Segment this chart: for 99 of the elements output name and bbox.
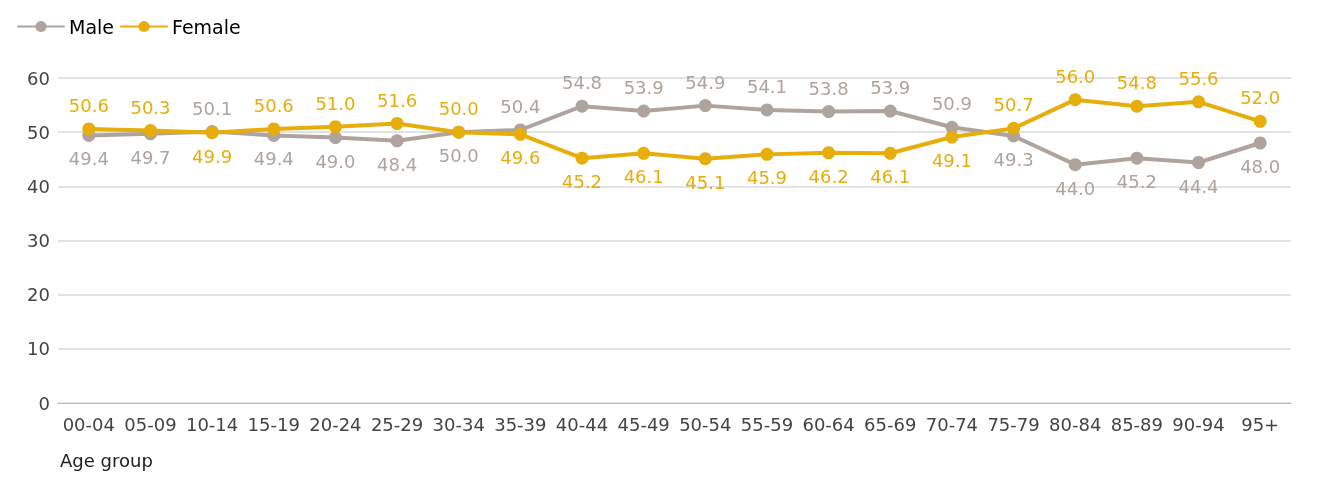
point xyxy=(883,104,897,118)
x-tick-label: 70-74 xyxy=(925,413,979,435)
data-label: 53.9 xyxy=(870,77,911,99)
x-tick-label: 35-39 xyxy=(494,413,547,435)
data-label: 54.9 xyxy=(685,71,726,93)
x-tick-label: 05-09 xyxy=(124,413,177,435)
point xyxy=(1130,99,1144,113)
point xyxy=(575,99,589,113)
point xyxy=(575,151,589,165)
y-tick-label: 10 xyxy=(27,338,50,360)
data-label: 45.2 xyxy=(561,171,603,193)
x-tick-label: 85-89 xyxy=(1110,413,1164,435)
data-label: 54.8 xyxy=(1116,72,1157,94)
data-label: 46.2 xyxy=(808,165,849,187)
y-tick-label: 30 xyxy=(27,230,50,251)
y-tick-label: 0 xyxy=(38,392,50,414)
point xyxy=(637,146,651,160)
point xyxy=(390,117,404,130)
data-label: 44.0 xyxy=(1055,177,1096,199)
data-label: 54.8 xyxy=(561,72,603,94)
point xyxy=(1253,114,1267,128)
point xyxy=(1192,156,1206,169)
data-label: 50.4 xyxy=(500,96,541,117)
x-tick-label: 40-44 xyxy=(555,413,609,435)
data-label: 49.7 xyxy=(130,146,171,168)
point xyxy=(760,103,774,117)
x-tick-label: 15-19 xyxy=(247,413,300,435)
point xyxy=(1068,93,1082,107)
data-label: 49.1 xyxy=(931,150,972,172)
y-tick-label: 50 xyxy=(27,121,50,143)
x-tick-label: 30-34 xyxy=(432,413,485,435)
data-label: 50.6 xyxy=(253,94,294,116)
data-label: 53.8 xyxy=(808,77,849,99)
data-label: 50.3 xyxy=(130,96,171,118)
x-tick-label: 00-04 xyxy=(62,413,115,435)
data-label: 49.4 xyxy=(253,148,294,170)
data-label: 48.4 xyxy=(377,153,418,175)
x-tick-label: 25-29 xyxy=(370,413,424,435)
data-label: 49.4 xyxy=(68,148,109,170)
data-label: 53.9 xyxy=(623,77,664,99)
data-label: 51.6 xyxy=(377,89,418,111)
y-tick-label: 60 xyxy=(27,67,50,89)
point xyxy=(1253,136,1267,150)
point xyxy=(1007,121,1021,135)
data-label: 45.2 xyxy=(1116,171,1157,193)
x-tick-label: 80-84 xyxy=(1049,413,1102,435)
x-tick-label: 75-79 xyxy=(987,413,1040,435)
data-label: 55.6 xyxy=(1178,67,1219,89)
data-label: 49.6 xyxy=(500,147,541,169)
data-label: 46.1 xyxy=(623,166,664,188)
data-label: 50.9 xyxy=(931,93,972,115)
data-label: 56.0 xyxy=(1055,65,1096,87)
x-tick-label: 10-14 xyxy=(185,413,239,435)
data-label: 49.9 xyxy=(192,145,233,167)
point xyxy=(328,131,342,145)
x-tick-label: 20-24 xyxy=(309,413,362,435)
point xyxy=(760,147,774,161)
legend-label: Male xyxy=(69,15,115,38)
x-tick-label: 45-49 xyxy=(617,413,670,435)
point xyxy=(1130,151,1144,165)
data-label: 50.6 xyxy=(68,94,109,116)
data-label: 54.1 xyxy=(746,75,788,97)
x-tick-label: 55-59 xyxy=(740,413,794,435)
y-tick-label: 40 xyxy=(27,175,50,197)
data-label: 49.3 xyxy=(993,148,1034,170)
data-label: 48.0 xyxy=(1240,156,1281,177)
point xyxy=(637,104,651,118)
point xyxy=(267,122,281,136)
point xyxy=(1192,95,1206,109)
point xyxy=(1068,158,1082,172)
data-label: 45.1 xyxy=(685,171,726,193)
point xyxy=(945,130,959,144)
y-tick-label: 20 xyxy=(27,284,50,306)
x-tick-label: 65-69 xyxy=(864,413,917,435)
data-label: 46.1 xyxy=(870,166,911,188)
point xyxy=(390,134,404,148)
data-label: 50.1 xyxy=(192,97,233,119)
x-tick-label: 95+ xyxy=(1241,413,1280,435)
data-label: 50.0 xyxy=(438,98,479,120)
data-label: 50.0 xyxy=(438,145,479,167)
point xyxy=(82,122,96,136)
legend-label: Female xyxy=(172,15,241,38)
point xyxy=(822,146,836,160)
x-tick-label: 50-54 xyxy=(679,413,732,435)
data-label: 49.0 xyxy=(315,150,356,172)
point xyxy=(513,127,527,141)
point xyxy=(328,120,342,134)
x-axis-title: Age group xyxy=(60,449,153,471)
point xyxy=(883,146,897,160)
point xyxy=(822,105,836,119)
data-label: 45.9 xyxy=(746,167,788,189)
data-label: 50.7 xyxy=(993,94,1034,116)
data-label: 51.0 xyxy=(315,92,356,114)
data-label: 44.4 xyxy=(1178,175,1219,197)
x-tick-label: 60-64 xyxy=(802,413,855,435)
x-tick-label: 90-94 xyxy=(1172,413,1225,435)
data-label: 52.0 xyxy=(1240,87,1281,109)
point xyxy=(698,99,712,113)
point xyxy=(698,152,712,166)
